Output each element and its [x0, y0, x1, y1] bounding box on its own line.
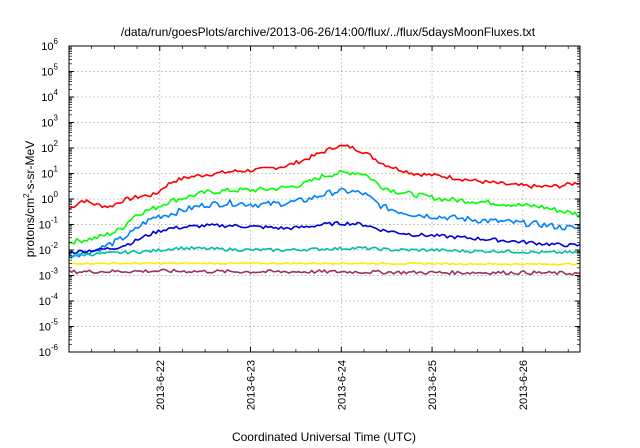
series-line-2	[68, 187, 581, 259]
y-axis-label-base: protons/cm	[23, 198, 37, 257]
y-tick-label: 10-4	[39, 292, 59, 308]
x-tick-label: 2013-6-25	[427, 360, 439, 410]
y-tick-label: 103	[41, 114, 58, 130]
x-axis-label: Coordinated Universal Time (UTC)	[232, 430, 416, 444]
y-tick-label: 10-2	[39, 241, 59, 257]
x-tick-label: 2013-6-23	[246, 360, 258, 410]
y-axis: 10-6 10-5 10-4 10-3 10-2 10-1 100 101 102 103 104 1…	[39, 37, 580, 359]
series-line-6	[68, 268, 581, 276]
y-tick-label: 104	[41, 88, 58, 104]
y-tick-label: 102	[41, 139, 58, 155]
y-tick-label: 10-3	[39, 267, 59, 283]
x-tick-label: 2013-6-26	[518, 360, 530, 410]
chart-title-text: /data/run/goesPlots/archive/2013-06-26/1…	[121, 25, 536, 39]
series-line-0	[68, 144, 581, 210]
y-tick-label: 10-5	[39, 318, 59, 334]
y-axis-label-rest: -s-sr-MeV	[23, 141, 37, 194]
y-tick-label: 106	[41, 37, 58, 53]
y-axis-label: protons/cm2-s-sr-MeV	[22, 141, 37, 257]
series-line-1	[68, 170, 581, 245]
x-axis: 2013-6-22 2013-6-23 2013-6-24 2013-6-25 2013…	[91, 46, 569, 410]
series-line-5	[68, 261, 581, 266]
y-tick-label: 100	[41, 190, 58, 206]
series-layer	[68, 144, 581, 276]
y-tick-label: 101	[41, 165, 58, 181]
y-tick-label: 10-6	[39, 343, 59, 359]
series-line-4	[68, 246, 581, 258]
chart-title: /data/run/goesPlots/archive/2013-06-26/1…	[121, 25, 536, 39]
series-line-3	[68, 221, 581, 255]
x-tick-label: 2013-6-24	[336, 360, 348, 410]
y-axis-label-sup: 2	[22, 193, 31, 198]
x-tick-label: 2013-6-22	[155, 360, 167, 410]
y-tick-label: 10-1	[39, 216, 59, 232]
grid	[69, 46, 580, 352]
y-tick-label: 105	[41, 63, 58, 79]
